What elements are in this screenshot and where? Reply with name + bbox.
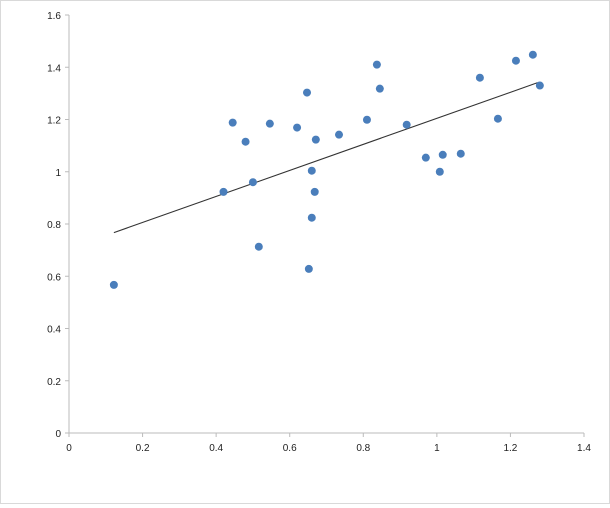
y-tick-label: 0 [55,429,61,440]
y-tick-label: 0.2 [47,377,61,388]
data-point [304,264,313,273]
data-point [402,120,411,129]
data-point [307,166,316,175]
data-point [311,135,320,144]
data-point [475,73,484,82]
data-point [310,187,319,196]
data-point [493,114,502,123]
y-tick-label: 0.6 [47,272,61,283]
x-tick-label: 0.8 [356,443,370,454]
data-point [307,213,316,222]
data-point [248,178,257,187]
data-point [456,149,465,158]
data-point [241,137,250,146]
data-point [303,88,312,97]
x-tick-label: 1.4 [577,443,591,454]
x-tick-label: 0.2 [136,443,150,454]
x-tick-label: 1 [434,443,440,454]
data-point [421,153,430,162]
x-tick-label: 1.2 [503,443,517,454]
data-point [335,130,344,139]
data-point [362,115,371,124]
trendline [113,82,538,234]
y-tick-label: 1.6 [47,11,61,22]
data-point [511,56,520,65]
data-point [109,280,118,289]
y-tick-label: 0.4 [47,325,61,336]
data-point [528,50,537,59]
data-point [435,167,444,176]
data-point [228,118,237,127]
y-tick-label: 1 [55,168,61,179]
x-tick-label: 0.4 [209,443,223,454]
y-tick-label: 1.2 [47,116,61,127]
x-tick-label: 0.6 [283,443,297,454]
data-point [438,150,447,159]
data-point [265,119,274,128]
data-point [254,242,263,251]
data-point [293,123,302,132]
data-point [375,84,384,93]
y-tick-label: 1.4 [47,63,61,74]
x-tick-label: 0 [66,443,72,454]
y-tick-label: 0.8 [47,220,61,231]
data-point [219,187,228,196]
data-point [535,81,544,90]
data-point [372,60,381,69]
